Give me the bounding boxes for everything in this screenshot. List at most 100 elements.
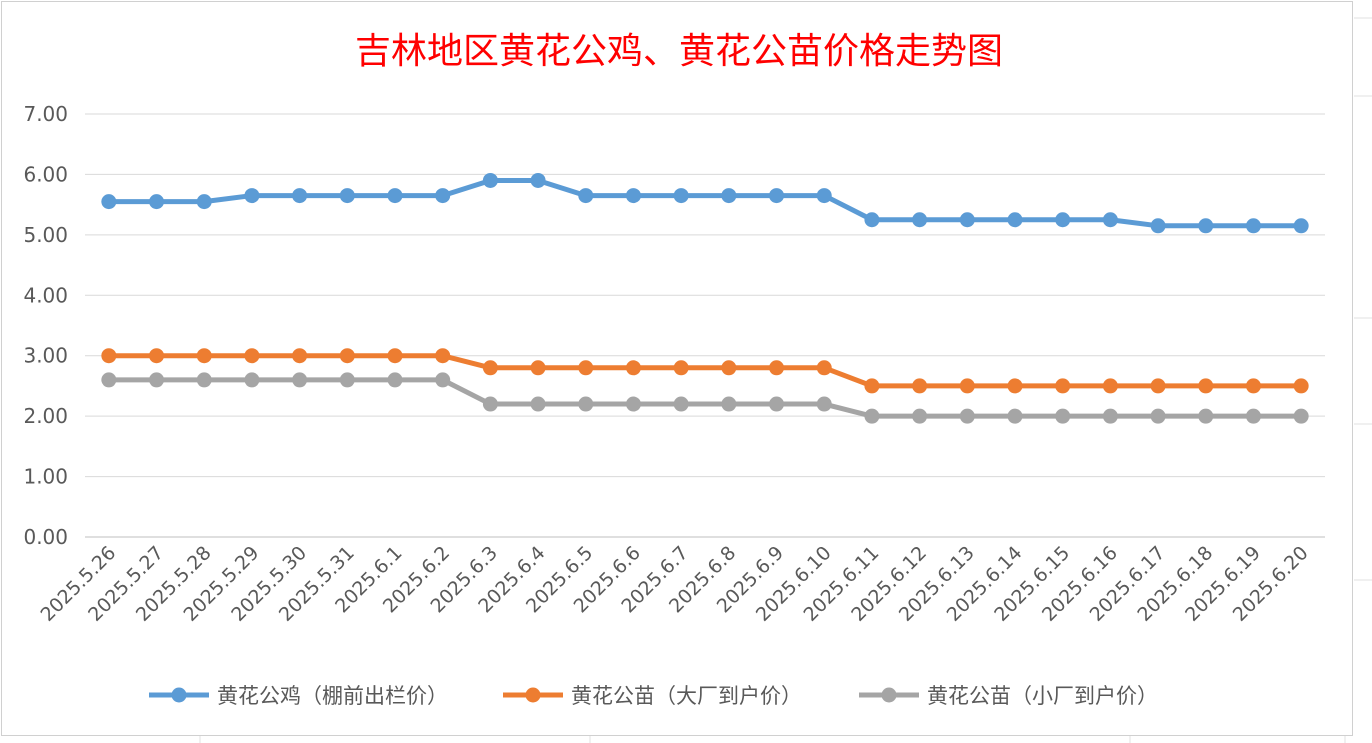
data-point [435,372,451,388]
data-point [1102,212,1118,228]
data-point [149,372,165,388]
y-tick-label: 1.00 [23,465,68,489]
data-point [244,188,260,204]
data-point [959,212,975,228]
data-point [482,360,498,376]
legend-label: 黄花公苗（小厂到户价） [927,684,1158,708]
legend[interactable]: 黄花公鸡（棚前出栏价） 黄花公苗（大厂到户价） 黄花公苗（小厂到户价） [149,684,1158,708]
data-point [769,360,785,376]
data-point [673,396,689,412]
gridlines [85,113,1325,538]
data-point [1245,378,1261,394]
data-point [292,372,308,388]
data-point [435,188,451,204]
data-point [1245,408,1261,424]
data-point [578,188,594,204]
legend-item-2[interactable]: 黄花公苗（大厂到户价） [503,684,802,708]
series-line [108,177,1302,229]
data-point [149,348,165,364]
data-point [673,360,689,376]
data-point [1245,218,1261,234]
data-point [769,396,785,412]
data-point [959,378,975,394]
data-point [625,396,641,412]
legend-marker [171,687,187,703]
data-point [387,372,403,388]
chart-area[interactable]: 吉林地区黄花公鸡、黄花公苗价格走势图 0.00 1.00 2.00 3.00 4.00 5… [1,1,1353,736]
data-point [578,396,594,412]
data-point [1293,218,1309,234]
legend-marker [881,687,897,703]
data-point [292,348,308,364]
legend-item-1[interactable]: 黄花公鸡（棚前出栏价） [149,684,448,708]
data-point [1198,378,1214,394]
data-point [387,348,403,364]
data-point [482,172,498,188]
data-point [721,188,737,204]
data-point [959,408,975,424]
line-chart: 吉林地区黄花公鸡、黄花公苗价格走势图 0.00 1.00 2.00 3.00 4.00 5… [23,31,1325,708]
legend-item-3[interactable]: 黄花公苗（小厂到户价） [859,684,1158,708]
data-point [721,360,737,376]
y-tick-label: 0.00 [23,525,68,549]
data-point [101,348,117,364]
data-point [1055,378,1071,394]
series-line [108,377,1302,419]
data-point [1293,378,1309,394]
data-point [1198,408,1214,424]
series-3 [101,372,1309,424]
data-point [530,172,546,188]
data-point [721,396,737,412]
y-tick-label: 5.00 [23,223,68,247]
data-point [578,360,594,376]
data-point [482,396,498,412]
data-point [912,212,928,228]
data-point [1150,408,1166,424]
data-point [1007,408,1023,424]
data-point [816,188,832,204]
series-1 [101,172,1309,234]
y-tick-label: 6.00 [23,162,68,186]
data-point [101,372,117,388]
data-point [244,372,260,388]
chart-title: 吉林地区黄花公鸡、黄花公苗价格走势图 [355,31,1003,72]
x-axis-tick-labels: 2025.5.262025.5.272025.5.282025.5.292025… [36,542,1312,626]
data-point [435,348,451,364]
data-point [912,408,928,424]
y-tick-label: 3.00 [23,344,68,368]
data-point [196,348,212,364]
data-point [1007,212,1023,228]
data-point [673,188,689,204]
data-point [1007,378,1023,394]
data-point [816,396,832,412]
data-point [339,372,355,388]
data-point [339,348,355,364]
data-point [625,188,641,204]
legend-label: 黄花公鸡（棚前出栏价） [217,684,448,708]
data-point [101,194,117,210]
data-point [530,360,546,376]
data-point [864,378,880,394]
data-point [530,396,546,412]
data-point [1198,218,1214,234]
data-point [769,188,785,204]
data-point [912,378,928,394]
data-point [1055,408,1071,424]
data-point [196,194,212,210]
data-point [387,188,403,204]
data-point [1150,218,1166,234]
data-point [816,360,832,376]
series-2 [101,348,1309,394]
data-point [149,194,165,210]
data-point [196,372,212,388]
data-point [1293,408,1309,424]
data-point [1055,212,1071,228]
data-point [1150,378,1166,394]
legend-label: 黄花公苗（大厂到户价） [571,684,802,708]
data-point [292,188,308,204]
data-point [244,348,260,364]
legend-marker [525,687,541,703]
y-tick-label: 4.00 [23,283,68,307]
data-point [625,360,641,376]
